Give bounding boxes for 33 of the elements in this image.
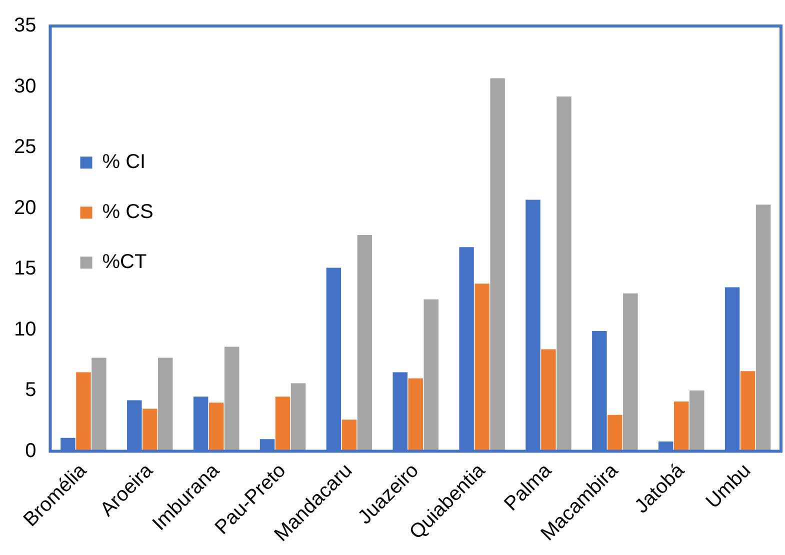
bar (92, 358, 106, 452)
bar (674, 401, 689, 452)
bar (756, 204, 771, 452)
legend-label: % CS (102, 201, 154, 224)
bar (76, 372, 91, 452)
bar (224, 346, 240, 452)
bar (275, 396, 290, 452)
bar (689, 390, 704, 452)
legend-label: %CT (102, 251, 147, 274)
bar (740, 371, 756, 452)
bar (541, 349, 556, 452)
bar (290, 383, 306, 452)
y-tick-label: 15 (14, 258, 36, 280)
bar (357, 234, 372, 452)
bar (342, 420, 357, 452)
bar (158, 358, 173, 452)
legend-label: % CI (102, 151, 146, 174)
y-tick-label: 20 (14, 196, 36, 219)
y-tick-label: 0 (25, 440, 36, 462)
bar (142, 408, 158, 452)
y-tick-label: 25 (14, 136, 36, 158)
y-tick-label: 35 (14, 14, 36, 37)
y-tick-label: 5 (25, 379, 36, 402)
y-tick-label: 30 (14, 75, 36, 98)
bar (608, 414, 622, 452)
bar (474, 284, 490, 452)
y-tick-label: 10 (14, 318, 36, 340)
bar (424, 299, 438, 452)
bar (490, 78, 505, 452)
bar (208, 402, 224, 452)
bar (408, 378, 423, 452)
bar (556, 96, 572, 452)
bar (623, 293, 638, 452)
